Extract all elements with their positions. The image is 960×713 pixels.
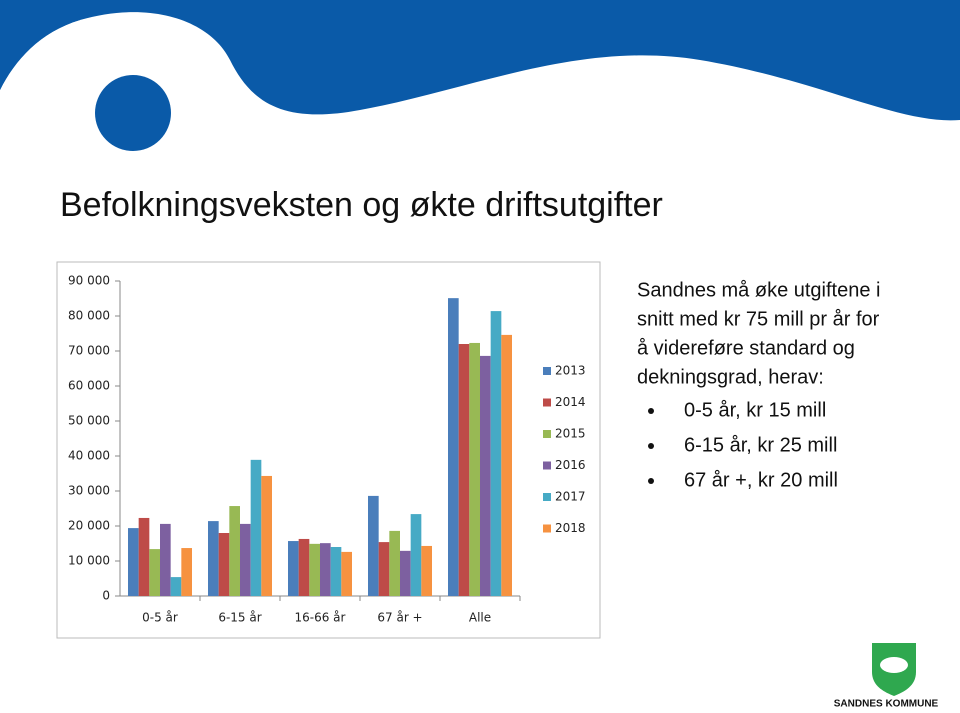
legend-label: 2018 xyxy=(555,521,586,535)
bar xyxy=(368,495,379,596)
legend-swatch xyxy=(543,367,551,375)
y-tick-label: 80 000 xyxy=(68,309,110,323)
bullet-text: 67 år +, kr 20 mill xyxy=(684,469,838,491)
text-line: snitt med kr 75 mill pr år for xyxy=(637,308,880,330)
x-tick-label: 0-5 år xyxy=(142,611,178,625)
text-line: å videreføre standard og xyxy=(637,337,855,359)
text-line: Sandnes må øke utgiftene i xyxy=(637,279,880,301)
bar xyxy=(400,550,411,596)
bar xyxy=(410,514,422,596)
bar xyxy=(240,523,251,596)
slide-title: Befolkningsveksten og økte driftsutgifte… xyxy=(60,186,663,224)
logo-text: SANDNES KOMMUNE xyxy=(834,699,939,710)
bar xyxy=(170,577,182,596)
bar xyxy=(298,538,310,596)
bar xyxy=(341,551,352,596)
bar xyxy=(320,543,331,596)
legend-swatch xyxy=(543,493,551,501)
text-block: Sandnes må øke utgiftene i snitt med kr 7… xyxy=(637,279,880,491)
bar xyxy=(480,355,491,596)
legend-swatch xyxy=(543,398,551,407)
bar xyxy=(218,533,230,596)
legend-swatch xyxy=(543,461,551,470)
logo: SANDNES KOMMUNE xyxy=(834,643,939,710)
bar xyxy=(261,475,272,596)
legend-label: 2016 xyxy=(555,458,586,472)
bar xyxy=(389,530,400,596)
bar xyxy=(181,548,192,596)
bullet-text: 0-5 år, kr 15 mill xyxy=(684,399,826,421)
y-tick-label: 70 000 xyxy=(68,344,110,358)
bar xyxy=(229,506,240,596)
y-tick-label: 0 xyxy=(102,589,110,603)
legend-label: 2017 xyxy=(555,490,586,504)
bar xyxy=(330,547,342,596)
bar xyxy=(149,549,160,596)
legend-label: 2015 xyxy=(555,427,586,441)
legend-swatch xyxy=(543,430,551,438)
y-tick-label: 40 000 xyxy=(68,449,110,463)
bar xyxy=(421,545,432,596)
bar xyxy=(490,311,502,596)
bar xyxy=(458,344,470,596)
y-tick-label: 90 000 xyxy=(68,274,110,288)
header-wave-low xyxy=(0,20,80,90)
bar xyxy=(469,342,480,596)
bullet-dot xyxy=(648,408,654,414)
bar xyxy=(208,521,219,596)
y-tick-label: 10 000 xyxy=(68,554,110,568)
y-tick-label: 60 000 xyxy=(68,379,110,393)
bullet-text: 6-15 år, kr 25 mill xyxy=(684,434,837,456)
legend-label: 2013 xyxy=(555,364,586,378)
x-tick-label: Alle xyxy=(469,611,491,625)
text-line: dekningsgrad, herav: xyxy=(637,366,824,388)
bar xyxy=(128,528,139,596)
bar xyxy=(448,298,459,596)
header-dot xyxy=(95,75,171,151)
bullet-dot xyxy=(648,443,654,449)
bullet-dot xyxy=(648,478,654,484)
y-tick-label: 50 000 xyxy=(68,414,110,428)
y-tick-label: 30 000 xyxy=(68,484,110,498)
legend-label: 2014 xyxy=(555,395,586,409)
legend-swatch xyxy=(543,524,551,533)
chart: 0 10 000 20 000 30 000 40 000 50 000 60 000 70 … xyxy=(68,274,586,625)
bar xyxy=(378,542,390,596)
bar xyxy=(160,523,171,596)
bar xyxy=(288,541,299,596)
bar xyxy=(309,543,320,596)
y-tick-label: 20 000 xyxy=(68,519,110,533)
header-wave xyxy=(0,0,960,121)
x-tick-label: 16-66 år xyxy=(295,611,346,625)
bar xyxy=(138,517,150,596)
x-tick-label: 67 år + xyxy=(377,611,422,625)
bar xyxy=(250,459,262,596)
bar xyxy=(501,334,512,596)
x-tick-label: 6-15 år xyxy=(218,611,261,625)
